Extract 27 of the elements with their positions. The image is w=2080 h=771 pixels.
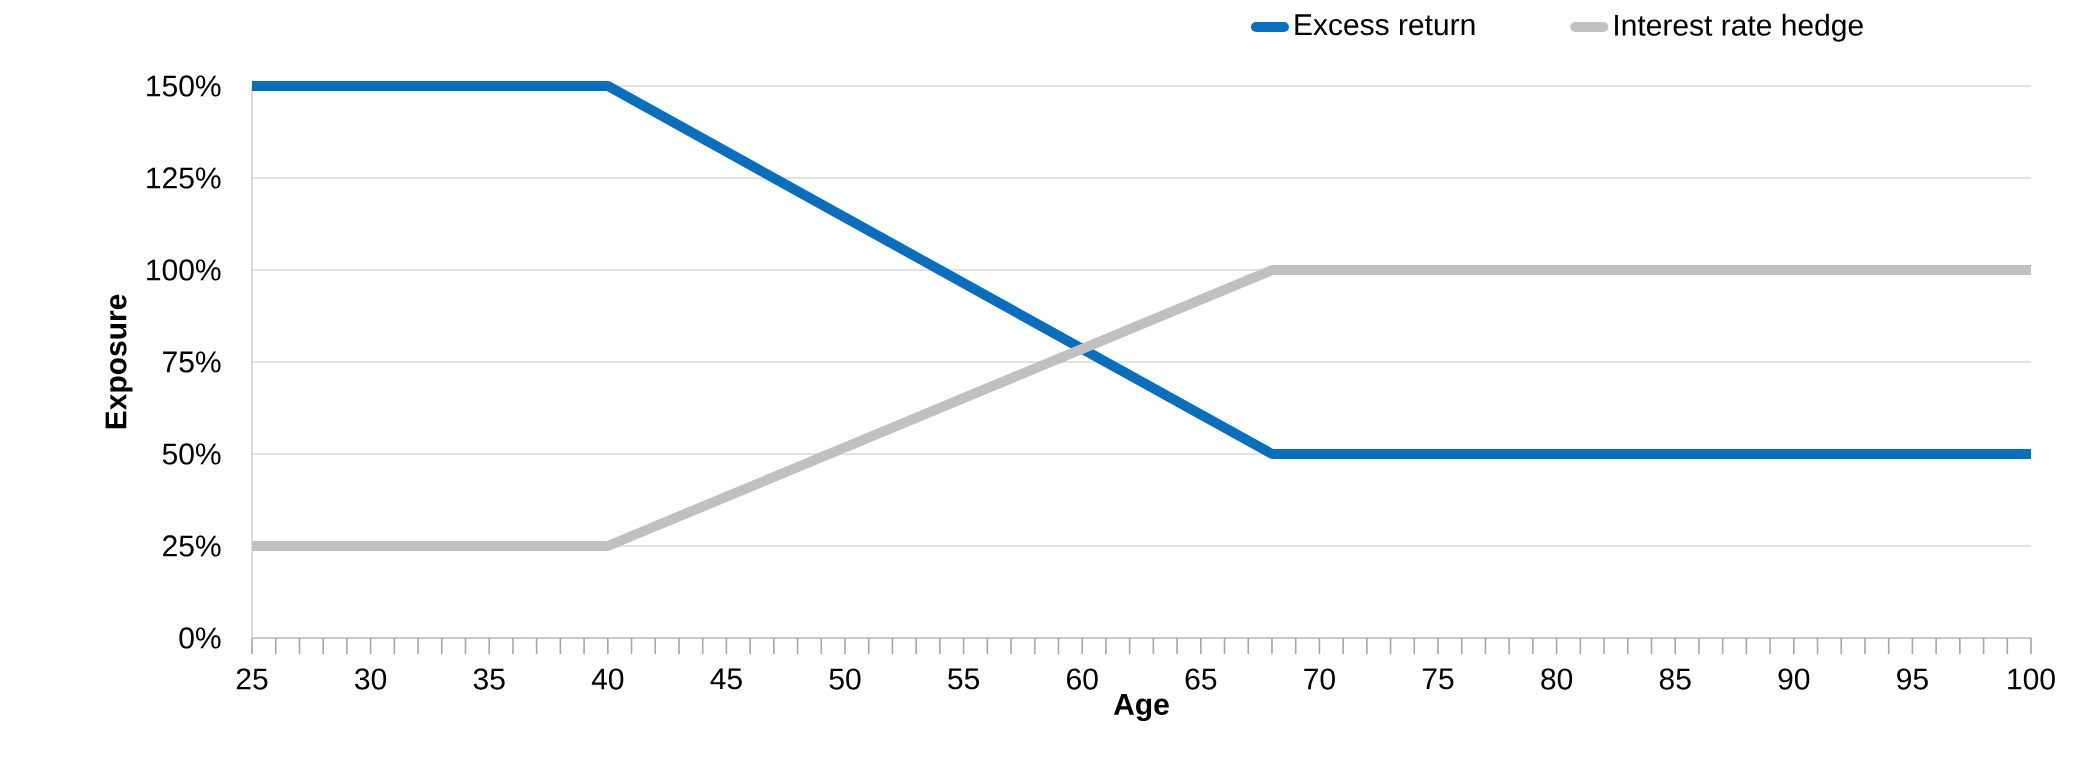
y-tick-label: 150% (147, 75, 221, 97)
x-tick-label: 90 (1778, 668, 1810, 690)
x-tick-label: 80 (1541, 668, 1573, 690)
x-tick-label: 50 (829, 668, 861, 690)
x-axis-title: Age (1113, 694, 1169, 722)
y-tick-label: 125% (147, 167, 221, 189)
y-tick-label: 100% (147, 259, 221, 281)
legend-label: Excess return (1295, 14, 1475, 36)
y-tick-label: 50% (162, 443, 221, 465)
x-tick-label: 75 (1422, 668, 1454, 690)
y-tick-label: 0% (179, 627, 221, 649)
x-tick-label: 55 (948, 668, 980, 690)
x-tick-label: 60 (1067, 668, 1098, 690)
y-axis-title: Exposure (105, 294, 133, 429)
x-tick-label: 65 (1185, 668, 1217, 690)
x-tick-label: 35 (473, 668, 505, 690)
x-tick-label: 25 (236, 668, 268, 690)
x-tick-label: 70 (1304, 668, 1335, 690)
legend-label: Interest rate hedge (1615, 13, 1863, 42)
x-tick-label: 45 (710, 668, 742, 690)
x-tick-label: 40 (591, 668, 624, 690)
y-tick-label: 75% (163, 351, 221, 373)
x-tick-label: 30 (355, 668, 387, 690)
x-tick-label: 100 (2008, 668, 2055, 690)
y-tick-label: 25% (163, 535, 221, 557)
x-tick-label: 95 (1897, 668, 1928, 690)
x-tick-label: 85 (1659, 668, 1691, 690)
